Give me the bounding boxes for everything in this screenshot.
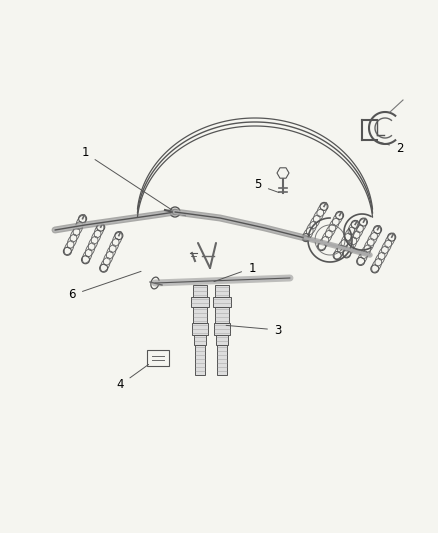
Text: 6: 6 [68,271,141,302]
FancyBboxPatch shape [191,297,209,307]
FancyBboxPatch shape [214,323,230,335]
Text: 2: 2 [376,141,404,155]
Text: 5: 5 [254,179,279,192]
FancyBboxPatch shape [193,285,207,297]
FancyBboxPatch shape [213,297,231,307]
FancyBboxPatch shape [195,345,205,375]
FancyBboxPatch shape [193,307,207,323]
Text: 1: 1 [81,147,172,209]
FancyBboxPatch shape [194,335,206,345]
Text: 4: 4 [116,365,148,392]
FancyBboxPatch shape [216,335,228,345]
FancyBboxPatch shape [215,285,229,297]
FancyBboxPatch shape [217,345,227,375]
FancyBboxPatch shape [215,307,229,323]
Text: 3: 3 [226,324,282,336]
FancyBboxPatch shape [192,323,208,335]
Text: 1: 1 [214,262,256,281]
